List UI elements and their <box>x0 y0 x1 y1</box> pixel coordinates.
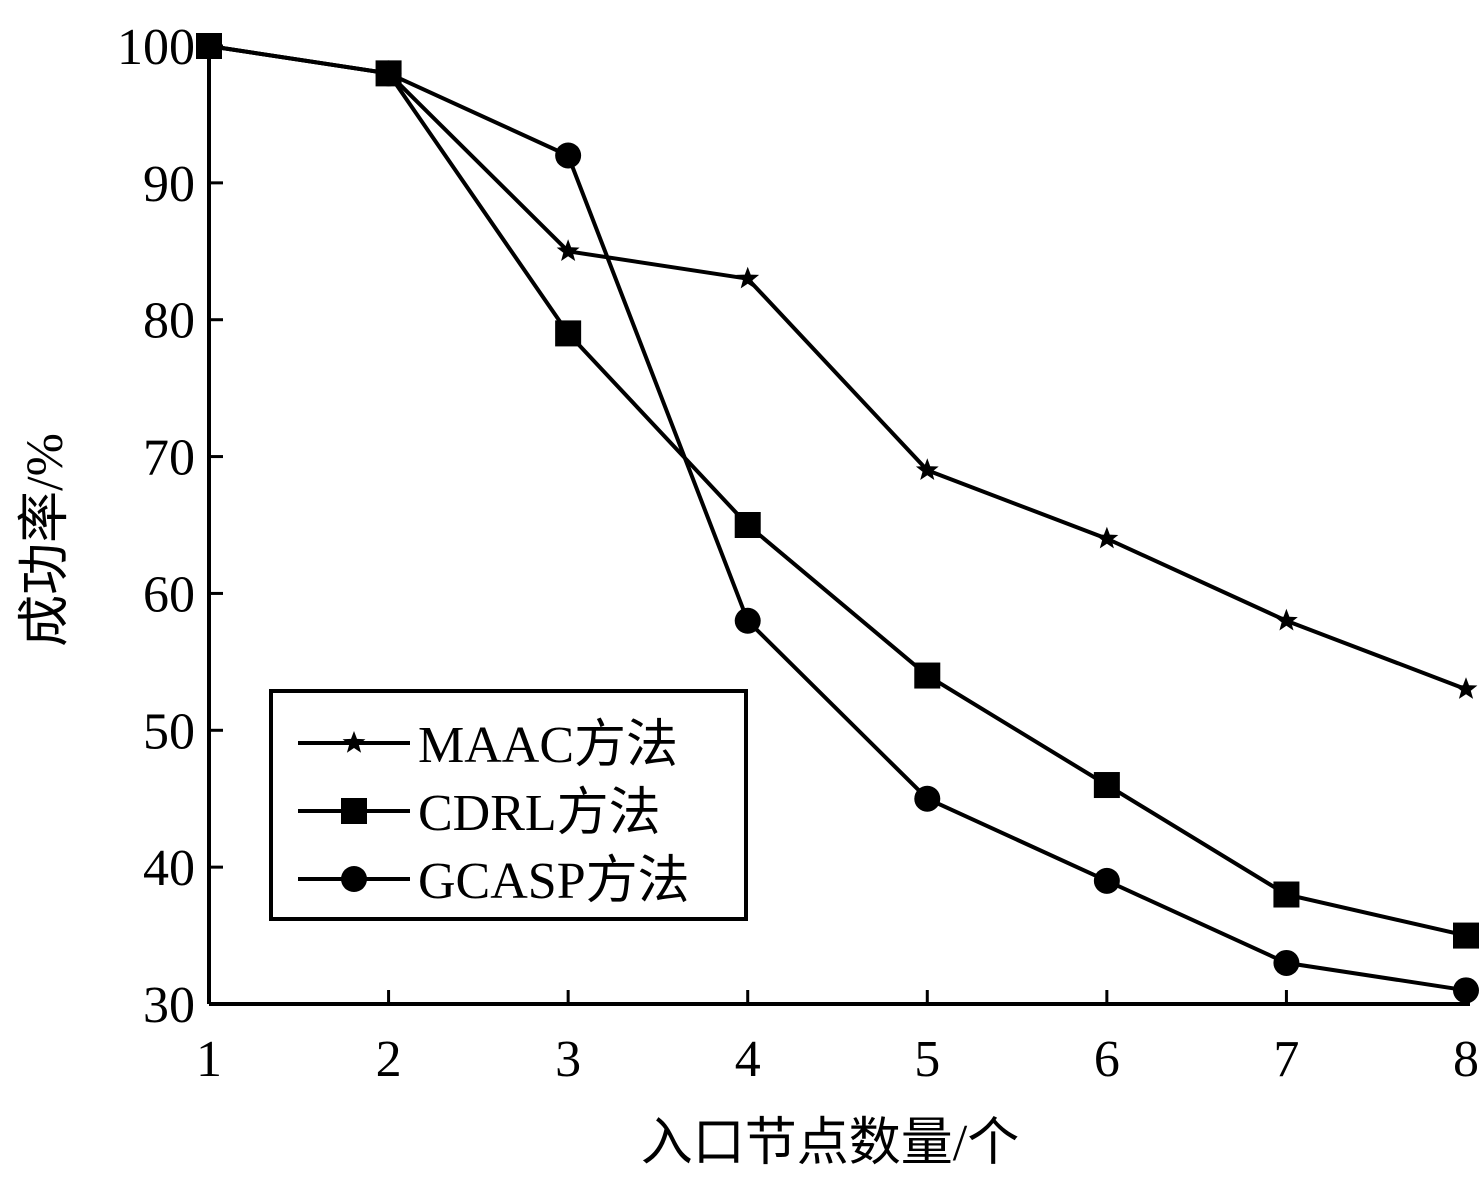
x-tick-label: 8 <box>1453 1031 1479 1088</box>
series-line <box>208 44 1467 993</box>
x-tick-label: 5 <box>914 1031 940 1088</box>
x-tick-label: 4 <box>735 1031 761 1088</box>
legend-marker <box>341 866 367 892</box>
data-point <box>1453 922 1479 949</box>
legend-label: GCASP方法 <box>418 853 690 910</box>
data-point <box>196 33 222 59</box>
y-tick-label: 80 <box>143 293 195 350</box>
data-point <box>1454 677 1478 699</box>
data-point <box>375 60 402 87</box>
data-point <box>914 662 941 689</box>
y-tick-label: 30 <box>143 977 195 1034</box>
x-tick-label: 6 <box>1094 1031 1120 1088</box>
legend-marker <box>341 798 367 824</box>
y-tick-label: 50 <box>143 703 195 760</box>
data-point <box>736 266 760 289</box>
y-axis-label: 成功率/% <box>17 433 74 647</box>
x-axis-ticks: 1 2 3 4 5 6 7 8 <box>196 990 1479 1088</box>
data-point <box>1093 772 1120 799</box>
x-axis-label: 入口节点数量/个 <box>641 1115 1019 1172</box>
data-point <box>555 320 582 347</box>
x-tick-label: 1 <box>196 1031 222 1088</box>
data-point <box>555 142 582 169</box>
y-tick-label: 40 <box>143 840 195 897</box>
data-point <box>1093 867 1120 894</box>
legend-marker <box>342 731 366 753</box>
data-point <box>914 785 941 812</box>
x-tick-label: 3 <box>555 1031 581 1088</box>
legend-label: MAAC方法 <box>418 717 678 774</box>
data-point <box>1095 526 1119 549</box>
data-point <box>1273 881 1300 908</box>
series-circle <box>196 33 1479 1004</box>
y-tick-label: 90 <box>143 156 195 213</box>
data-point <box>1273 949 1300 976</box>
x-tick-label: 7 <box>1273 1031 1299 1088</box>
y-axis-ticks: 30 40 50 60 70 80 90 100 <box>117 19 223 1034</box>
data-point <box>1275 608 1298 631</box>
data-point <box>556 239 580 261</box>
y-tick-label: 100 <box>117 19 195 76</box>
x-tick-label: 2 <box>376 1031 402 1088</box>
data-point <box>1453 977 1479 1004</box>
series-line <box>208 44 1467 692</box>
y-tick-label: 70 <box>143 430 195 487</box>
series-group <box>196 33 1479 1004</box>
series-line <box>208 44 1467 938</box>
data-point <box>734 512 761 538</box>
legend: MAAC方法 CDRL方法 GCASP方法 <box>269 689 748 921</box>
y-tick-label: 60 <box>143 566 195 623</box>
axes <box>207 36 1470 1006</box>
data-point <box>915 458 939 480</box>
data-point <box>734 607 761 634</box>
legend-label: CDRL方法 <box>418 785 661 842</box>
